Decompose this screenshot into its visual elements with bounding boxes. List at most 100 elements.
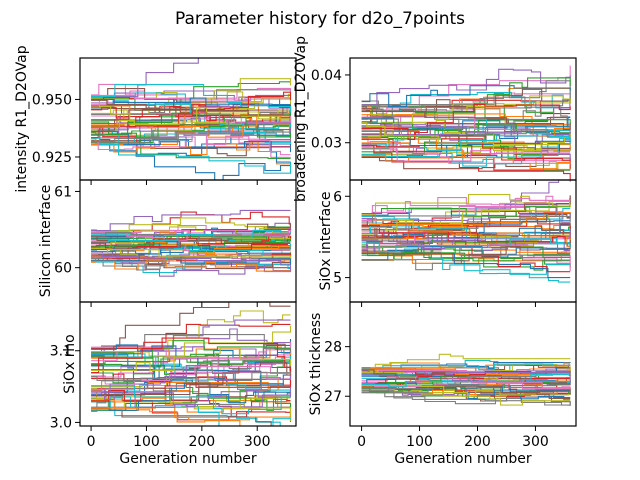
series-line xyxy=(91,109,291,139)
series-line xyxy=(361,133,571,151)
series-line xyxy=(91,337,292,379)
series-line xyxy=(91,130,291,163)
series-line xyxy=(91,104,292,128)
series-line xyxy=(91,385,291,415)
y-tick-label: 0.950 xyxy=(32,92,72,108)
series-line xyxy=(361,229,571,258)
x-axis-label: Generation number xyxy=(119,451,256,467)
y-tick-label: 60 xyxy=(54,261,72,277)
series-line xyxy=(361,381,571,399)
series-line xyxy=(91,319,291,355)
y-tick-label: 3.0 xyxy=(50,415,72,431)
series-line xyxy=(91,235,291,247)
x-tick-label: 0 xyxy=(87,434,96,450)
series-line xyxy=(361,220,571,239)
series-line xyxy=(361,142,571,165)
series-line xyxy=(361,240,571,262)
series-line xyxy=(91,126,291,180)
y-axis-label: intensity R1_D2OVap xyxy=(14,45,30,192)
x-tick-label: 300 xyxy=(522,434,549,450)
series-line xyxy=(361,363,571,371)
x-tick-label: 100 xyxy=(133,434,160,450)
series-line xyxy=(91,107,291,128)
series-group xyxy=(91,209,292,277)
series-line xyxy=(91,390,292,408)
x-tick-label: 0 xyxy=(357,434,366,450)
series-line xyxy=(361,68,571,106)
series-line xyxy=(361,370,571,381)
series-line xyxy=(91,107,291,123)
series-line xyxy=(91,396,292,426)
series-line xyxy=(91,91,292,127)
series-line xyxy=(91,369,291,382)
series-line xyxy=(361,77,571,114)
series-line xyxy=(91,112,291,135)
series-line xyxy=(91,364,291,401)
series-line xyxy=(361,195,571,216)
series-line xyxy=(361,135,571,167)
y-tick-label: 61 xyxy=(54,184,72,200)
series-line xyxy=(361,145,571,180)
series-line xyxy=(91,137,292,174)
series-line xyxy=(361,373,571,388)
series-line xyxy=(91,134,291,156)
axes-frame xyxy=(349,301,577,427)
series-line xyxy=(361,225,571,246)
series-line xyxy=(361,249,571,279)
x-tick-label: 100 xyxy=(406,434,433,450)
series-line xyxy=(91,229,292,243)
series-line xyxy=(361,392,571,406)
series-line xyxy=(91,347,291,366)
series-line xyxy=(361,111,571,131)
series-line xyxy=(361,212,571,231)
series-line xyxy=(361,197,571,224)
series-line xyxy=(361,203,571,226)
series-line xyxy=(361,122,571,152)
x-tick-label: 200 xyxy=(188,434,215,450)
y-axis-label: broadening R1_D2OVap xyxy=(293,36,309,202)
axes-frame xyxy=(79,301,297,427)
series-line xyxy=(361,125,571,139)
series-line xyxy=(361,103,571,140)
series-line xyxy=(91,344,292,386)
series-group xyxy=(91,58,292,180)
series-line xyxy=(361,230,571,247)
series-line xyxy=(91,259,291,272)
y-tick-label: 27 xyxy=(324,389,342,405)
series-line xyxy=(361,134,571,156)
series-line xyxy=(361,118,571,137)
series-line xyxy=(91,365,292,393)
series-line xyxy=(361,200,571,231)
series-line xyxy=(91,97,291,106)
y-tick-label: 6 xyxy=(333,189,342,205)
series-line xyxy=(91,258,292,270)
series-line xyxy=(361,206,571,224)
series-line xyxy=(361,258,571,283)
series-line xyxy=(361,233,571,260)
series-line xyxy=(361,383,571,394)
series-line xyxy=(361,371,571,393)
series-group xyxy=(361,353,571,406)
series-line xyxy=(91,233,291,249)
series-line xyxy=(91,409,272,426)
series-line xyxy=(361,95,571,137)
x-axis-label: Generation number xyxy=(394,451,531,467)
series-line xyxy=(91,252,292,267)
series-line xyxy=(361,206,571,227)
series-line xyxy=(91,84,292,113)
series-line xyxy=(361,238,571,253)
series-line xyxy=(91,325,292,357)
x-tick-label: 300 xyxy=(244,434,271,450)
series-line xyxy=(91,209,291,232)
series-line xyxy=(91,235,291,249)
y-tick-label: 0.03 xyxy=(311,136,342,152)
series-line xyxy=(91,347,292,372)
series-line xyxy=(91,58,199,98)
